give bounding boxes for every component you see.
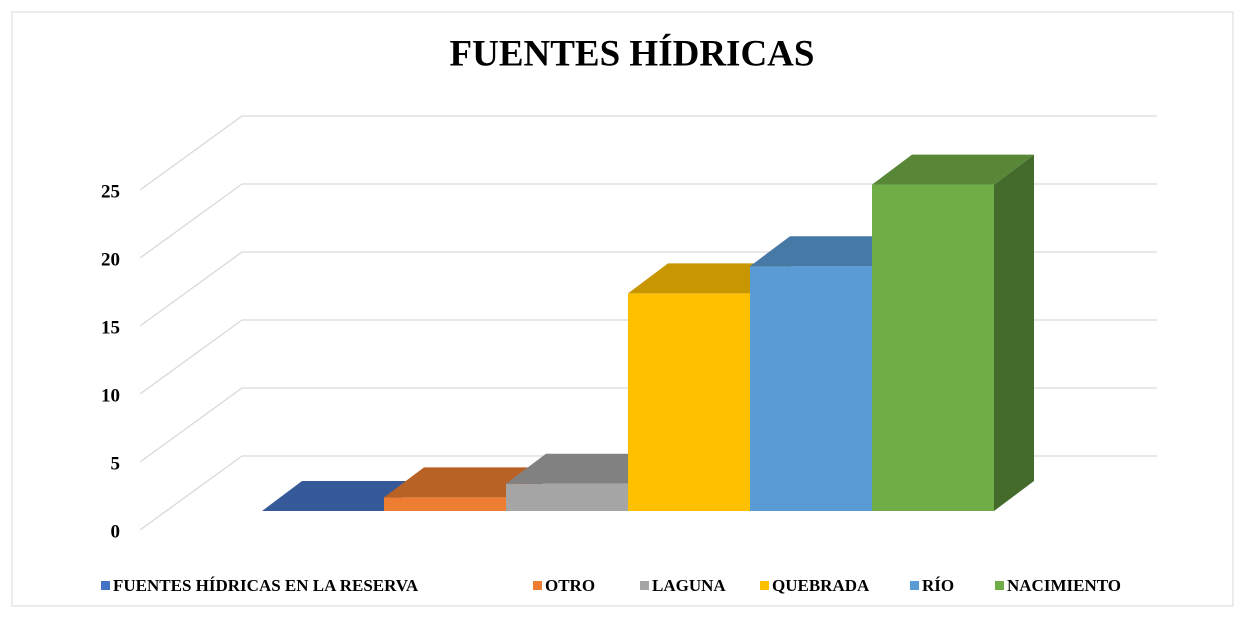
bar	[628, 293, 750, 511]
bar-top	[628, 263, 790, 294]
legend-marker	[910, 581, 919, 590]
grid-line	[139, 115, 1157, 191]
y-tick-label: 20	[101, 249, 120, 270]
bar	[506, 483, 628, 511]
bar-side	[994, 154, 1034, 511]
bar-top	[872, 154, 1034, 185]
bar	[750, 266, 872, 511]
legend-marker	[760, 581, 769, 590]
legend-marker	[640, 581, 649, 590]
legend-label: RÍO	[922, 576, 954, 595]
legend-label: QUEBRADA	[772, 576, 870, 595]
chart-border	[11, 11, 1234, 607]
y-tick-label: 15	[101, 317, 120, 338]
y-tick-label: 10	[101, 385, 120, 406]
legend-label: LAGUNA	[652, 576, 726, 595]
legend-marker	[533, 581, 542, 590]
bar-top	[506, 453, 668, 484]
bar	[872, 184, 994, 511]
bar	[384, 497, 506, 511]
bar-top	[262, 481, 424, 511]
bar-top	[750, 236, 912, 267]
legend-label: NACIMIENTO	[1007, 576, 1121, 595]
legend-marker	[995, 581, 1004, 590]
chart-title: FUENTES HÍDRICAS	[450, 32, 815, 74]
legend-label: OTRO	[545, 576, 595, 595]
y-tick-label: 5	[111, 453, 121, 474]
legend-label: FUENTES HÍDRICAS EN LA RESERVA	[113, 576, 419, 595]
legend-marker	[101, 581, 110, 590]
y-tick-label: 0	[111, 521, 121, 542]
grid-line	[139, 183, 1157, 259]
bar-top	[384, 467, 546, 498]
y-tick-label: 25	[101, 181, 120, 202]
